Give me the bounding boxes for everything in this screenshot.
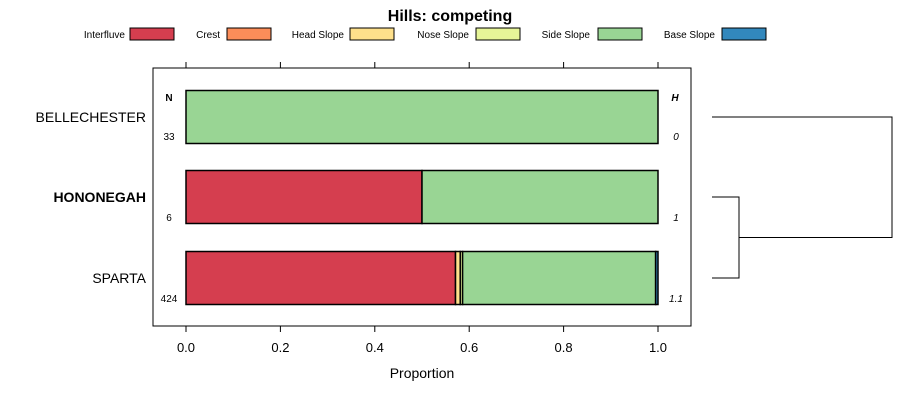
x-tick-label-0: 0.0	[177, 340, 195, 355]
row-label-hononegah: HONONEGAH	[53, 189, 146, 205]
x-tick-label-4: 0.8	[555, 340, 573, 355]
x-tick-label-1: 0.2	[271, 340, 289, 355]
annotations: N H 33 0 6 1 424 1.1	[161, 93, 683, 305]
bar-sparta-side-slope	[461, 250, 657, 306]
n-value-hononegah: 6	[166, 213, 172, 224]
legend-label-crest: Crest	[196, 30, 220, 41]
legend-swatch-base-slope	[721, 27, 767, 41]
row-labels: BELLECHESTER HONONEGAH SPARTA	[36, 109, 147, 286]
bar-sparta-base-slope	[654, 250, 659, 306]
row-label-sparta: SPARTA	[92, 270, 146, 286]
x-axis: 0.0 0.2 0.4 0.6 0.8 1.0	[177, 62, 667, 355]
row-label-bellechester: BELLECHESTER	[36, 109, 146, 125]
chart-title: Hills: competing	[388, 8, 512, 25]
legend-label-head-slope: Head Slope	[292, 30, 345, 41]
bar-bellechester-side-slope	[185, 89, 659, 145]
legend-label-base-slope: Base Slope	[664, 30, 716, 41]
dendrogram-merge-0	[712, 196, 740, 279]
bars	[185, 89, 659, 306]
h-value-bellechester: 0	[673, 132, 679, 143]
legend-swatch-interfluve	[129, 27, 175, 41]
x-tick-label-2: 0.4	[366, 340, 384, 355]
dendrogram	[712, 116, 893, 279]
x-tick-label-5: 1.0	[649, 340, 667, 355]
dendrogram-merge-1	[712, 116, 893, 238]
n-header: N	[165, 93, 172, 104]
h-value-sparta: 1.1	[669, 294, 683, 305]
x-tick-label-3: 0.6	[460, 340, 478, 355]
legend-label-interfluve: Interfluve	[84, 30, 126, 41]
legend-label-nose-slope: Nose Slope	[417, 30, 469, 41]
plot-frame	[152, 67, 692, 327]
bar-hononegah-interfluve	[185, 169, 423, 225]
h-header: H	[671, 93, 679, 104]
bar-hononegah-side-slope	[421, 169, 659, 225]
n-value-sparta: 424	[161, 294, 178, 305]
legend: Interfluve Crest Head Slope Nose Slope Side …	[84, 27, 767, 41]
x-axis-label: Proportion	[390, 365, 455, 381]
h-value-hononegah: 1	[673, 213, 679, 224]
bar-sparta-interfluve	[185, 250, 457, 306]
legend-swatch-nose-slope	[475, 27, 521, 41]
legend-swatch-side-slope	[597, 27, 643, 41]
n-value-bellechester: 33	[163, 132, 175, 143]
legend-swatch-crest	[226, 27, 272, 41]
legend-swatch-head-slope	[349, 27, 395, 41]
legend-label-side-slope: Side Slope	[542, 30, 591, 41]
